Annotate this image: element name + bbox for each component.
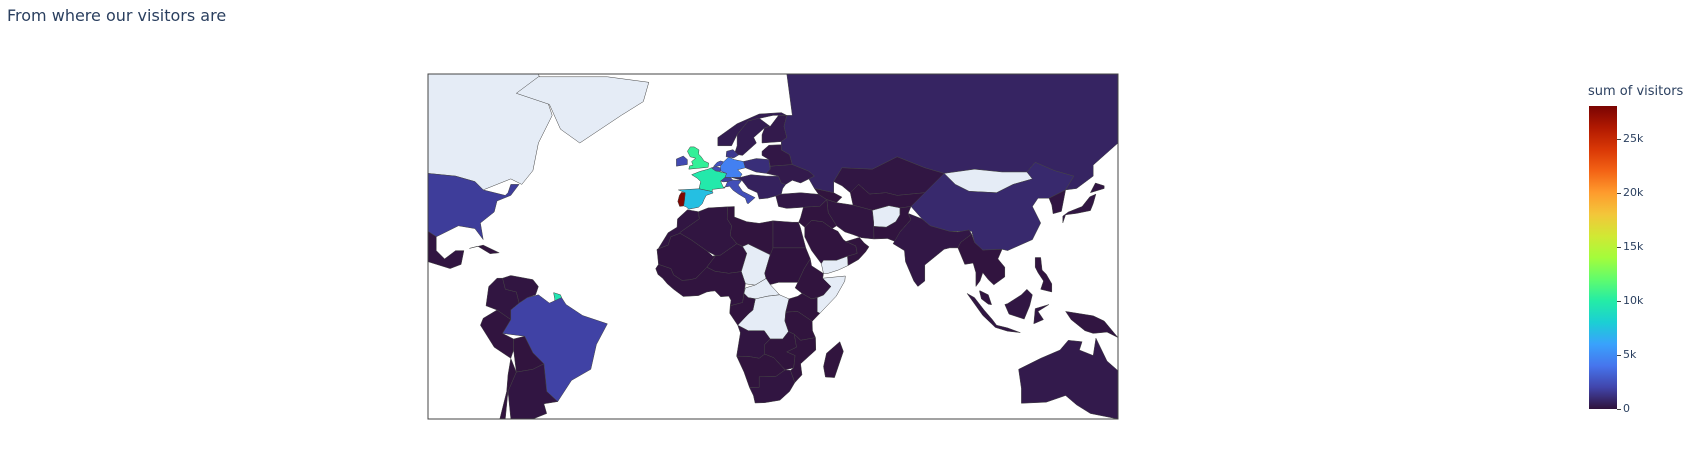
country-australia[interactable] [1018, 337, 1118, 419]
country-india[interactable] [892, 213, 972, 287]
country-united-states[interactable] [428, 173, 520, 240]
country-new-guinea[interactable] [1065, 311, 1118, 338]
country-portugal[interactable] [677, 192, 686, 207]
colorbar-tick-label: 15k [1623, 239, 1644, 253]
colorbar-tick-label: 25k [1623, 131, 1644, 145]
country-gabon-congo[interactable] [729, 293, 756, 326]
country-japan[interactable] [1062, 193, 1097, 224]
colorbar-tick-label: 20k [1623, 185, 1644, 199]
colorbar-tick-mark [1617, 246, 1621, 248]
colorbar-tick-mark [1617, 138, 1621, 140]
country-madagascar[interactable] [823, 341, 844, 378]
country-philippines[interactable] [1034, 257, 1053, 293]
country-italy[interactable] [723, 179, 756, 204]
country-sulawesi[interactable] [1033, 304, 1050, 325]
geo-frame [427, 73, 1119, 420]
colorbar-tick-mark [1617, 354, 1621, 356]
country-cuba[interactable] [469, 244, 500, 254]
country-france[interactable] [691, 167, 727, 192]
colorbar [1589, 106, 1617, 409]
country-colombia[interactable] [485, 277, 520, 320]
country-germany[interactable] [720, 156, 746, 178]
country-malay-peninsula[interactable] [979, 290, 992, 305]
country-korea[interactable] [1048, 189, 1066, 214]
country-ireland[interactable] [676, 155, 688, 167]
countries-layer [428, 74, 1118, 419]
country-borneo[interactable] [1004, 289, 1033, 320]
country-denmark[interactable] [725, 149, 739, 159]
colorbar-title: sum of visitors [1588, 84, 1684, 99]
colorbar-tick-mark [1617, 300, 1621, 302]
colorbar-tick-label: 5k [1623, 347, 1637, 361]
country-iraq-levant[interactable] [798, 199, 837, 229]
colorbar-tick-label: 10k [1623, 293, 1644, 307]
country-chile[interactable] [499, 358, 517, 419]
country-japan-hokkaido[interactable] [1090, 182, 1105, 193]
country-argentina[interactable] [507, 363, 558, 419]
country-west-africa[interactable] [655, 264, 746, 307]
country-united-kingdom[interactable] [687, 146, 709, 170]
chart-title: From where our visitors are [7, 6, 227, 25]
country-greenland[interactable] [516, 76, 650, 144]
country-myanmar-sea[interactable] [957, 233, 1006, 287]
country-south-africa[interactable] [749, 369, 796, 404]
country-mexico[interactable] [428, 231, 465, 269]
colorbar-tick-label: 0 [1623, 402, 1630, 415]
colorbar-tick-mark [1617, 192, 1621, 194]
colorbar-tick-mark [1617, 409, 1621, 410]
country-indonesia[interactable] [966, 293, 1021, 333]
country-oman-uae[interactable] [845, 237, 870, 266]
